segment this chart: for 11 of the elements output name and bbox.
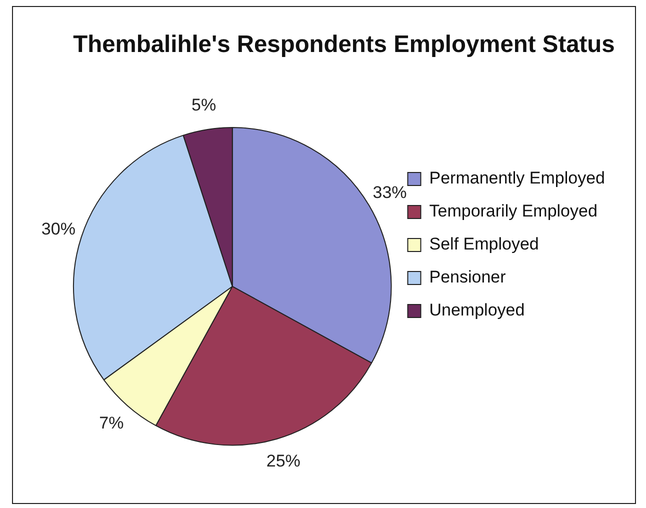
legend-label: Self Employed [429,234,539,254]
legend-label: Unemployed [429,300,525,320]
data-label: 5% [191,95,216,114]
chart-title: Thembalihle's Respondents Employment Status [73,30,615,58]
data-label: 33% [372,182,407,202]
legend-label: Permanently Employed [429,168,606,188]
data-label: 25% [266,452,300,471]
data-label: 30% [41,220,76,239]
legend-label: Temporarily Employed [429,202,598,221]
legend-label: Pensioner [429,268,506,287]
data-label: 7% [99,413,124,432]
